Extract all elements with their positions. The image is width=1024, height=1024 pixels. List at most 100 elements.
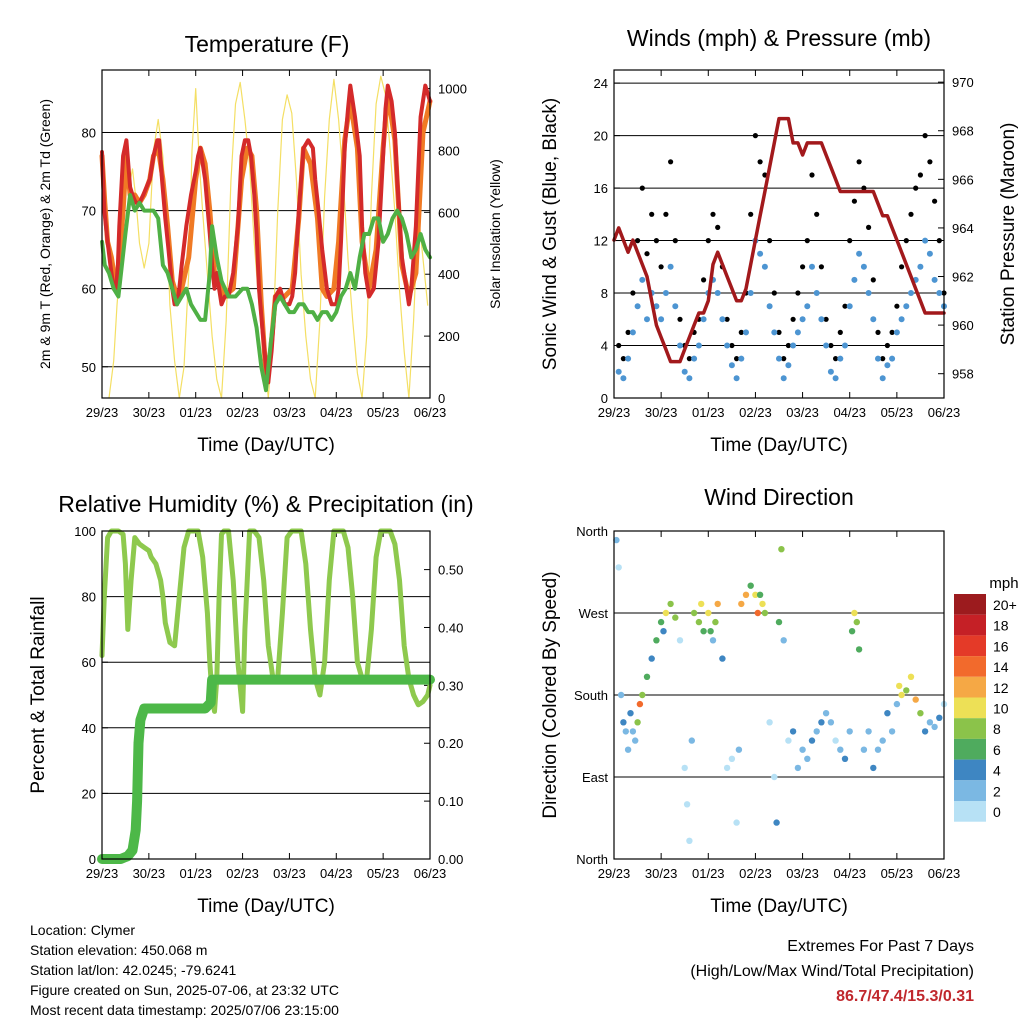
black-data-point xyxy=(658,264,664,270)
pressure-series-line xyxy=(612,116,946,364)
direction-data-point xyxy=(667,600,674,608)
blue-data-point xyxy=(846,303,853,310)
y2-tick-label: 962 xyxy=(952,270,974,285)
direction-data-point xyxy=(773,819,780,826)
blue-data-point xyxy=(686,375,693,382)
direction-data-point xyxy=(921,728,929,735)
black-data-point xyxy=(903,238,909,244)
x-tick-label: 30/23 xyxy=(133,405,166,420)
legend-label: 20+ xyxy=(993,597,1017,613)
blue-data-point xyxy=(776,355,782,362)
black-data-point xyxy=(908,211,914,217)
station-info: Location: Clymer Station elevation: 450.… xyxy=(30,920,339,1020)
blue-data-point xyxy=(728,362,735,369)
blue-data-point xyxy=(875,355,881,362)
black-data-point xyxy=(880,356,886,362)
extremes-box: Extremes For Past 7 Days (High/Low/Max W… xyxy=(690,934,974,1009)
legend-label: 16 xyxy=(993,638,1009,654)
direction-data-point xyxy=(926,719,934,726)
direction-data-point xyxy=(719,655,726,662)
y2-axis-label: Solar Insolation (Yellow) xyxy=(487,159,503,309)
direction-data-point xyxy=(917,710,924,717)
direction-data-point xyxy=(766,719,773,726)
blue-data-point xyxy=(785,362,792,369)
legend-label: 8 xyxy=(993,721,1001,737)
black-data-point xyxy=(639,185,645,191)
blue-data-point xyxy=(662,290,669,296)
legend-swatch xyxy=(954,780,986,801)
black-data-point xyxy=(715,224,721,230)
direction-data-point xyxy=(893,700,901,708)
black-data-point xyxy=(847,238,853,244)
direction-data-point xyxy=(870,764,877,772)
temperature-panel: Temperature (F)5060708002004006008001000… xyxy=(37,31,503,456)
blue-data-point xyxy=(931,276,938,283)
black-data-point xyxy=(936,238,942,244)
y-tick-label: 100 xyxy=(74,524,96,539)
black-data-point xyxy=(653,238,660,244)
y-tick-label: East xyxy=(582,770,608,785)
direction-data-point xyxy=(865,728,872,735)
y2-tick-label: 0.50 xyxy=(438,563,463,578)
x-tick-label: 06/23 xyxy=(928,866,961,881)
x-tick-label: 29/23 xyxy=(598,866,631,881)
blue-data-point xyxy=(672,303,679,310)
x-tick-label: 06/23 xyxy=(414,866,447,881)
x-tick-label: 29/23 xyxy=(598,405,631,420)
y2-tick-label: 0 xyxy=(438,391,445,406)
y-tick-label: 16 xyxy=(594,181,608,196)
y2-tick-label: 1000 xyxy=(438,82,467,97)
blue-data-point xyxy=(837,355,844,362)
blue-data-point xyxy=(827,368,834,375)
blue-data-point xyxy=(832,375,839,382)
black-data-point xyxy=(875,329,881,335)
blue-data-point xyxy=(738,355,745,362)
blue-data-point xyxy=(804,303,811,310)
y-tick-label: 24 xyxy=(594,76,608,91)
direction-data-point xyxy=(698,600,705,608)
created-text: Figure created on Sun, 2025-07-06, at 23… xyxy=(30,982,339,998)
black-data-point xyxy=(616,342,622,349)
plot-frame xyxy=(613,69,945,399)
y2-axis-label: Station Pressure (Maroon) xyxy=(998,123,1019,346)
x-axis-label: Time (Day/UTC) xyxy=(710,435,848,456)
direction-data-point xyxy=(733,819,740,826)
blue-data-point xyxy=(667,263,674,270)
direction-data-point xyxy=(853,618,860,626)
black-data-point xyxy=(767,238,773,244)
direction-data-point xyxy=(832,737,839,744)
black-data-point xyxy=(790,316,796,322)
black-data-point xyxy=(701,277,707,283)
x-axis-label: Time (Day/UTC) xyxy=(197,435,335,456)
y2-tick-label: 600 xyxy=(438,205,460,220)
direction-data-point xyxy=(936,714,943,721)
legend-label: 18 xyxy=(993,618,1009,634)
direction-data-point xyxy=(660,628,667,635)
precip_green-series-line xyxy=(97,674,435,864)
direction-data-point xyxy=(775,618,783,626)
blue-data-point xyxy=(620,375,627,382)
x-axis-label: Time (Day/UTC) xyxy=(197,896,335,917)
x-tick-label: 03/23 xyxy=(786,866,819,881)
direction-data-point xyxy=(613,536,620,544)
y2-tick-label: 968 xyxy=(952,124,974,139)
black-data-point xyxy=(932,198,938,204)
x-tick-label: 02/23 xyxy=(226,405,259,420)
direction-data-point xyxy=(860,746,868,753)
black-data-point xyxy=(800,264,806,270)
y2-tick-label: 400 xyxy=(438,267,460,282)
direction-data-point xyxy=(622,728,629,735)
y2-tick-label: 964 xyxy=(952,221,974,236)
blue-data-point xyxy=(771,329,778,336)
direction-data-point xyxy=(700,628,707,635)
y-axis-label: Percent & Total Rainfall xyxy=(28,596,49,793)
black-data-point xyxy=(734,356,740,362)
y-tick-label: 80 xyxy=(82,125,96,140)
blue-data-point xyxy=(936,290,943,296)
direction-data-point xyxy=(624,746,632,753)
black-data-point xyxy=(677,316,683,322)
black-data-point xyxy=(663,211,669,217)
black-data-point xyxy=(913,185,919,191)
black-data-point xyxy=(870,277,876,283)
